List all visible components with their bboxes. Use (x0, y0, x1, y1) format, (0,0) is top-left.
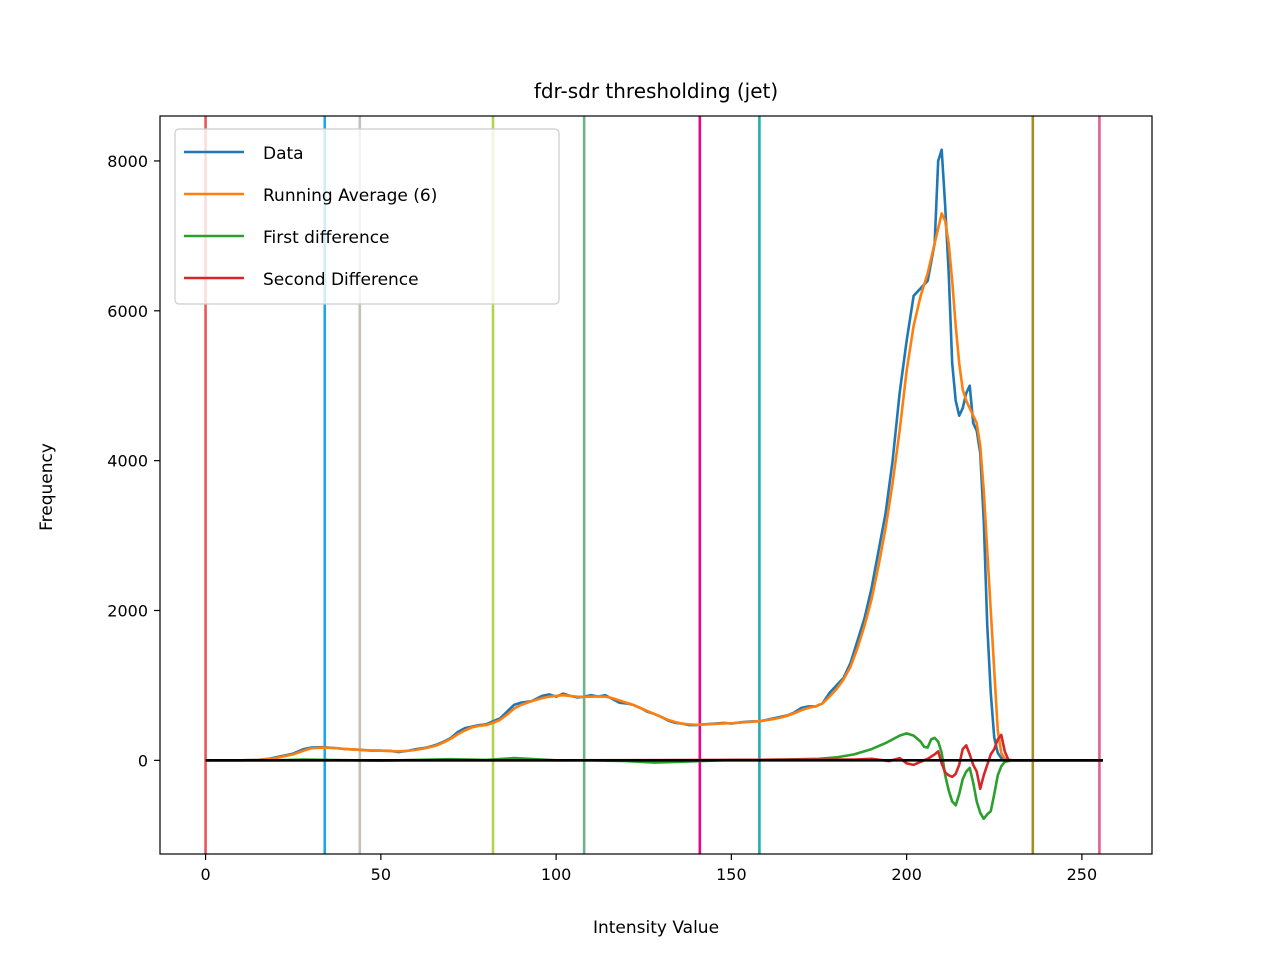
legend-label-3: Second Difference (263, 270, 419, 290)
series-line-1 (205, 212, 1103, 762)
y-axis: 0 2000 4000 6000 8000 (107, 152, 160, 770)
x-tick-label-2: 100 (541, 865, 572, 884)
y-tick-label-4: 8000 (107, 152, 148, 171)
series-line-2 (205, 732, 1103, 821)
x-tick-label-1: 50 (371, 865, 391, 884)
series-lines (205, 148, 1103, 821)
x-tick-label-5: 250 (1067, 865, 1098, 884)
y-tick-label-3: 6000 (107, 302, 148, 321)
y-tick-label-2: 4000 (107, 452, 148, 471)
y-tick-label-0: 0 (138, 751, 148, 770)
chart-title: fdr-sdr thresholding (jet) (534, 79, 778, 103)
axes-frame (159, 115, 1153, 855)
legend-box (174, 128, 560, 305)
legend-label-0: Data (263, 144, 304, 164)
x-tick-label-3: 150 (716, 865, 747, 884)
x-axis: 0 50 100 150 200 250 (200, 854, 1097, 884)
legend: Data Running Average (6) First difference S… (174, 128, 560, 305)
legend-label-1: Running Average (6) (263, 186, 437, 206)
x-tick-label-0: 0 (200, 865, 210, 884)
legend-label-2: First difference (263, 228, 390, 248)
y-tick-label-1: 2000 (107, 601, 148, 620)
x-axis-label: Intensity Value (593, 918, 719, 938)
y-axis-label: Frequency (37, 443, 57, 531)
x-tick-label-4: 200 (891, 865, 922, 884)
